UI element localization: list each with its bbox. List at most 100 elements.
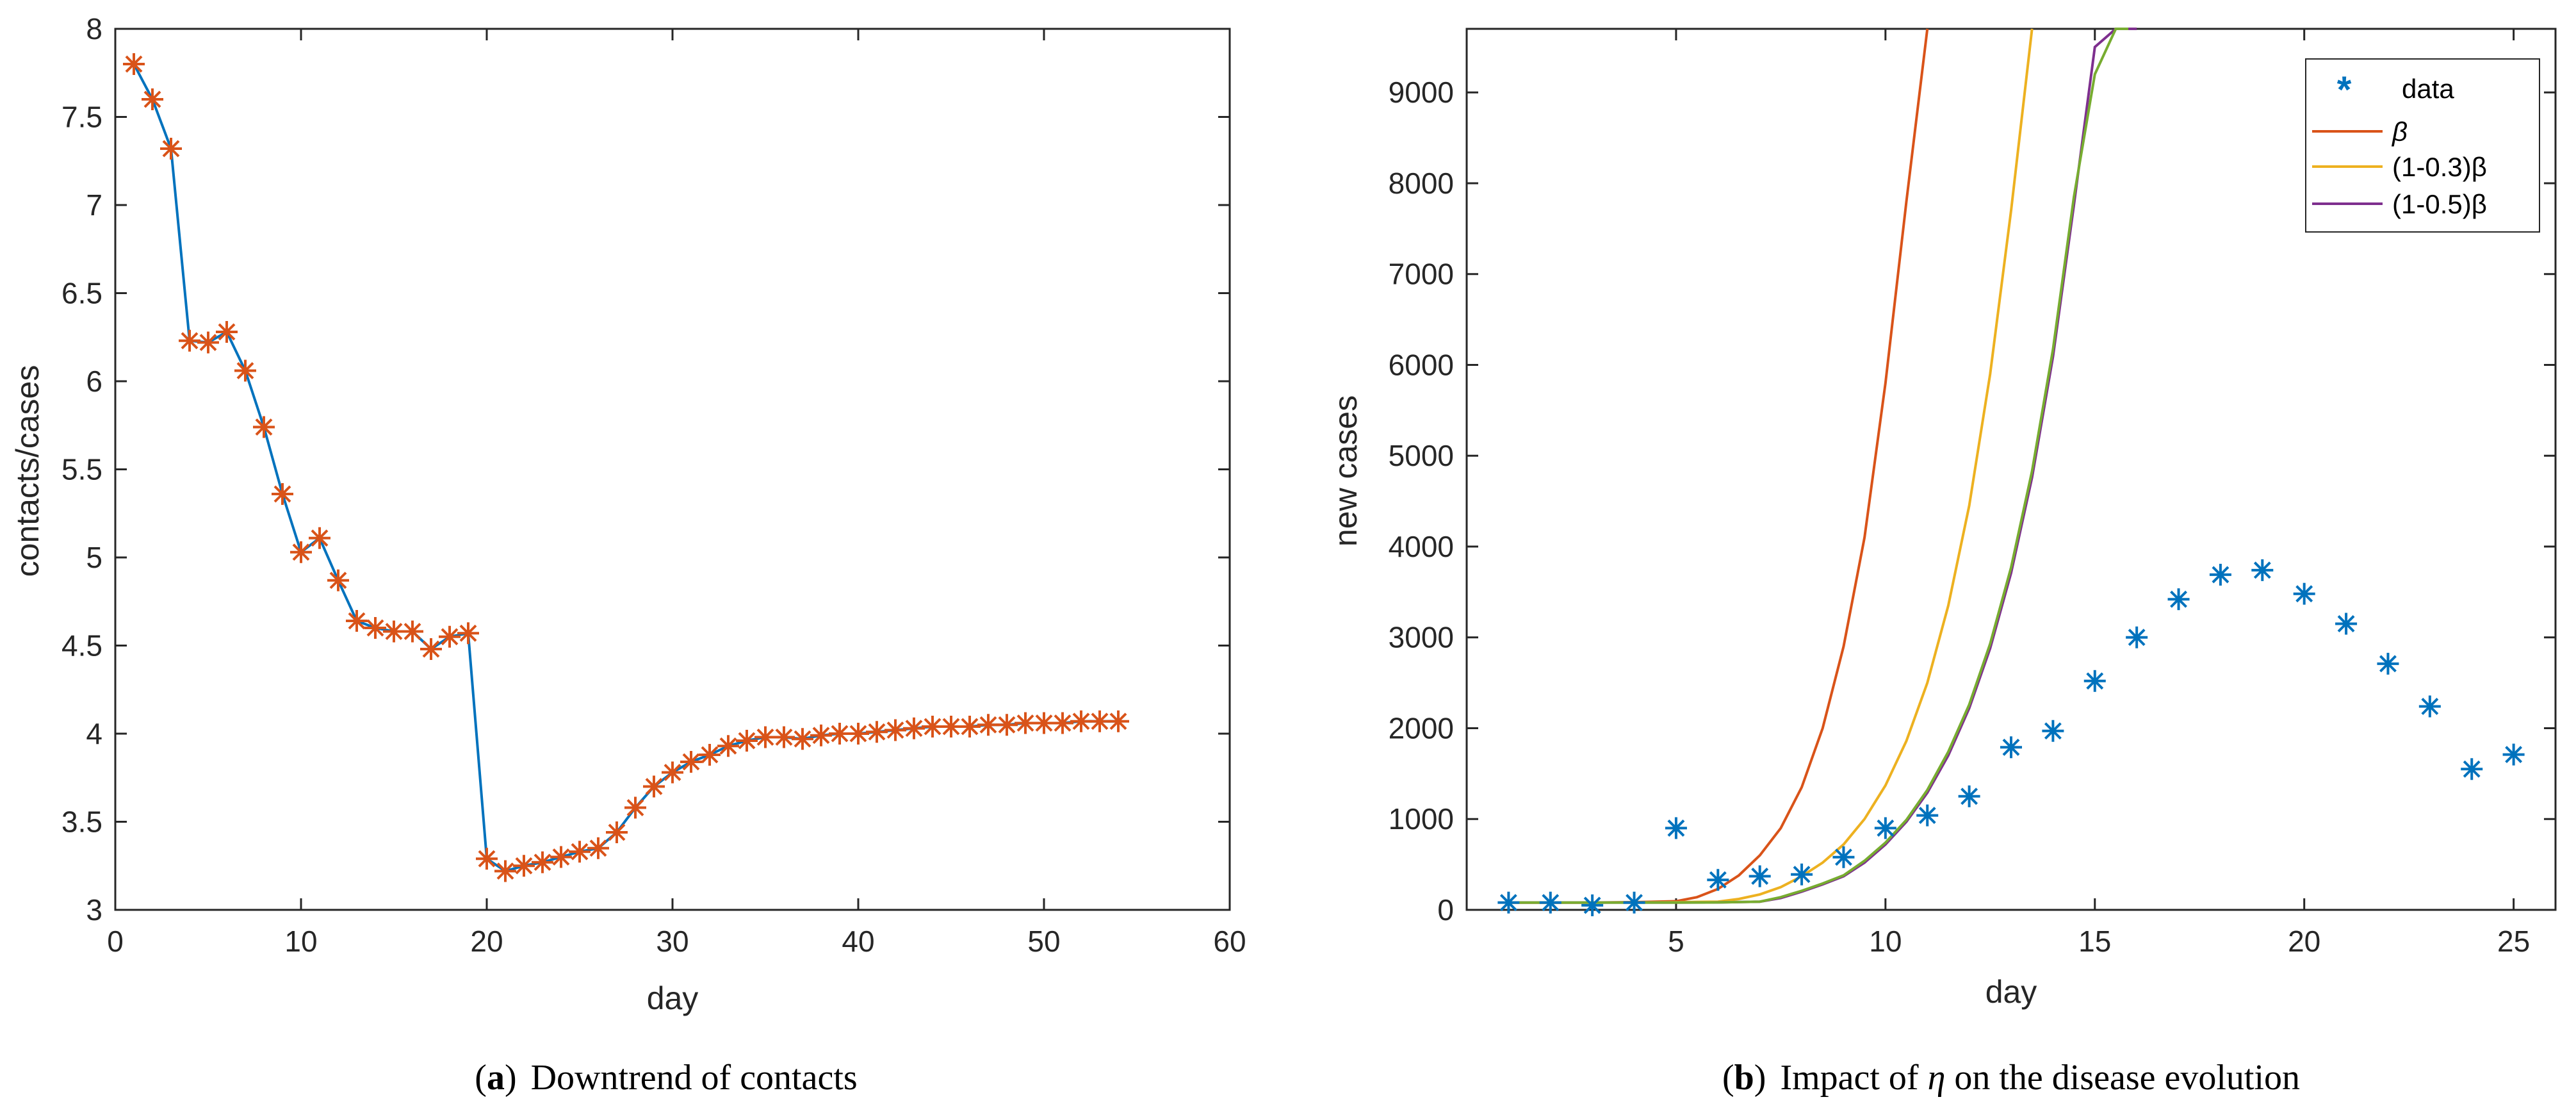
data-point-b-d2 (2505, 746, 2523, 764)
data-point-b-d2 (1583, 896, 1601, 914)
data-point-a (977, 714, 999, 736)
data-point-a (309, 527, 330, 549)
data-point-b-d2 (2463, 760, 2481, 778)
data-point-a (1089, 710, 1111, 732)
caption-b: (b) Impact of η on the disease evolution (1722, 1058, 2300, 1098)
data-point-b (1832, 846, 1855, 868)
data-point-b-d2 (2295, 585, 2313, 603)
data-point-b-d2 (2002, 738, 2020, 756)
data-point-b-d2 (1877, 819, 1895, 837)
data-point-a (253, 416, 275, 438)
data-point-b (1874, 817, 1896, 839)
data-point-a-d2 (422, 640, 440, 658)
data-point-a-d2 (162, 140, 180, 158)
data-point-a (494, 860, 516, 882)
data-point-b (1497, 891, 1520, 914)
data-point-a-d2 (181, 332, 199, 350)
data-point-a-d2 (404, 623, 421, 640)
legend: * data β (1-0.3)β (1-0.5)β (2305, 58, 2540, 233)
data-point-a (290, 541, 312, 563)
data-point-a-d2 (886, 721, 904, 739)
data-point-a (142, 88, 163, 110)
y-tick-label-a: 3 (86, 893, 102, 927)
data-point-a (662, 761, 683, 784)
xlabel-b: day (1985, 974, 2037, 1010)
x-tick-label-a: 60 (1213, 925, 1246, 958)
data-point-b-d2 (1667, 819, 1685, 837)
y-tick-label-a: 5 (86, 541, 102, 574)
legend-label-beta: β (2391, 117, 2408, 147)
x-tick-label-a: 40 (842, 925, 874, 958)
x-tick-label-a: 10 (284, 925, 317, 958)
data-point-a-d2 (329, 572, 347, 589)
data-point-a (792, 728, 813, 750)
y-tick-label-a: 7.5 (61, 101, 102, 134)
data-point-a-d2 (1054, 714, 1072, 732)
y-tick-label-b: 9000 (1389, 76, 1454, 109)
data-point-a-d2 (849, 725, 867, 743)
caption-a: (a) Downtrend of contacts (475, 1058, 857, 1098)
legend-label-beta-05: (1-0.5)β (2392, 189, 2487, 219)
data-point-b-d2 (2337, 615, 2355, 632)
data-point-b-d2 (1961, 787, 1978, 805)
data-point-b-d2 (1793, 866, 1811, 884)
xlabel-a: day (647, 980, 699, 1016)
data-point-a-d2 (292, 543, 310, 561)
data-point-a-d2 (942, 718, 960, 736)
data-point-a-d2 (1016, 714, 1034, 732)
data-point-a-d2 (311, 529, 329, 547)
data-point-b-d2 (2253, 561, 2271, 579)
data-point-b-d2 (2086, 672, 2104, 690)
data-point-b-d2 (1499, 894, 1517, 912)
data-point-a-d2 (348, 612, 366, 630)
data-point-b (2083, 670, 2106, 692)
data-point-a-d2 (143, 90, 161, 108)
data-point-a (1107, 710, 1129, 732)
y-tick-label-a: 7 (86, 188, 102, 222)
y-tick-label-a: 8 (86, 12, 102, 45)
data-point-b (2000, 736, 2022, 759)
data-point-a (996, 714, 1018, 736)
data-point-a (160, 138, 182, 160)
data-point-a (866, 721, 888, 743)
data-point-b (2418, 695, 2441, 718)
data-point-a (569, 841, 591, 863)
data-point-a-d2 (868, 723, 886, 741)
legend-label-data: data (2402, 74, 2454, 104)
data-point-a (420, 638, 442, 660)
data-point-a-d2 (534, 853, 551, 871)
data-point-b-d2 (1542, 894, 1560, 912)
data-point-a (1015, 712, 1036, 734)
data-point-b-d2 (1709, 871, 1727, 889)
data-point-b (2251, 559, 2274, 581)
data-point-a (550, 846, 572, 868)
x-tick-label-a: 30 (656, 925, 689, 958)
y-tick-label-b: 3000 (1389, 621, 1454, 654)
data-point-a-d2 (775, 729, 793, 746)
data-point-a-d2 (701, 746, 719, 764)
data-point-b (2209, 563, 2231, 586)
data-point-a (829, 723, 851, 745)
data-point-a (234, 359, 256, 382)
data-point-b-d2 (2170, 590, 2187, 608)
data-point-a-d2 (515, 857, 533, 875)
x-tick-label-a: 20 (470, 925, 503, 958)
data-point-a (587, 837, 609, 859)
data-point-a-d2 (831, 725, 849, 743)
data-point-a-d2 (552, 848, 570, 866)
data-point-b (2377, 652, 2399, 675)
data-point-a (903, 717, 925, 739)
y-tick-label-b: 6000 (1389, 348, 1454, 381)
legend-label-beta-03: (1-0.3)β (2392, 152, 2487, 182)
data-point-a (606, 821, 628, 843)
x-tick-label-b: 15 (2078, 925, 2111, 958)
data-point-a-d2 (255, 418, 273, 436)
data-point-b (1749, 865, 1771, 887)
data-point-a (643, 775, 665, 798)
x-tick-label-b: 25 (2497, 925, 2530, 958)
data-point-a (810, 724, 832, 746)
data-point-a (847, 723, 869, 745)
data-point-b (2126, 626, 2148, 648)
data-point-a (439, 625, 461, 648)
